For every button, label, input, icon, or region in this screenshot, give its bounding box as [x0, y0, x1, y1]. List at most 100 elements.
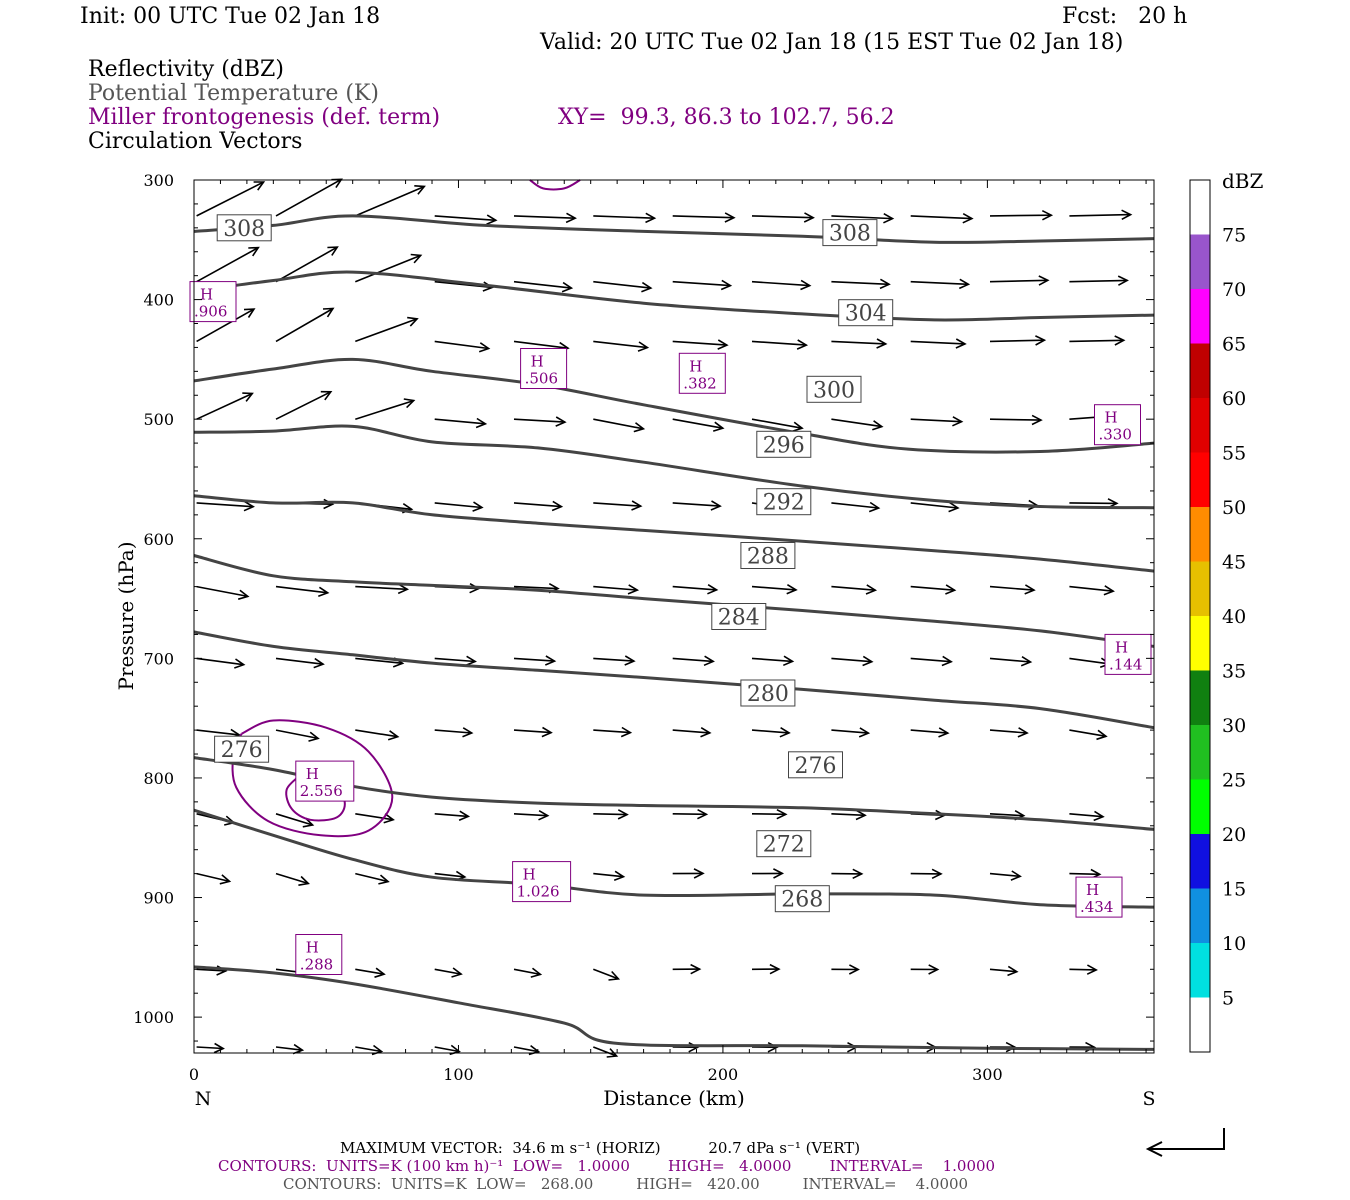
vector-head [800, 279, 812, 291]
vector-shaft [513, 1046, 539, 1053]
vector-shaft [434, 1046, 460, 1053]
vector-head [451, 967, 463, 978]
high-marker-value: .506 [525, 370, 558, 388]
vector-head [1024, 584, 1036, 595]
high-marker-box [1094, 404, 1141, 446]
vector-shaft [1069, 502, 1117, 505]
colorbar-swatch [1190, 779, 1210, 834]
theta-label: 288 [747, 545, 789, 570]
theta-label: 276 [795, 754, 837, 779]
vector-shaft [910, 502, 958, 509]
vector-head [724, 212, 736, 223]
vector-shaft [831, 585, 876, 591]
vector-head [769, 963, 781, 975]
theta-label-box [756, 488, 812, 516]
vector-head [637, 341, 650, 352]
vector-shaft [831, 657, 872, 663]
vector-head [1031, 414, 1043, 426]
reference-vector-icon [1145, 1128, 1225, 1157]
vector-shaft [593, 729, 631, 734]
valid-time: Valid: 20 UTC Tue 02 Jan 18 (15 EST Tue … [540, 30, 1124, 55]
vector-shaft [1069, 968, 1097, 971]
colorbar-swatch [1190, 725, 1210, 780]
vector-shaft [355, 254, 421, 283]
vector-shaft [593, 1046, 617, 1057]
vector-head [551, 500, 564, 512]
vector-head [608, 970, 621, 981]
high-marker-value: 1.026 [517, 883, 560, 901]
theta-contour-info: CONTOURS: UNITS=K LOW= 268.00 HIGH= 420.… [283, 1175, 969, 1193]
vector-head [941, 655, 953, 667]
vector-head [248, 246, 260, 257]
theta-contour-276 [193, 808, 1155, 909]
vector-shaft [672, 340, 727, 346]
y-tick-label: 700 [143, 649, 174, 668]
high-marker-value: .434 [1080, 898, 1113, 916]
vector-head [465, 655, 477, 667]
y-axis-label: Pressure (hPa) [114, 542, 138, 691]
vector-shaft [355, 729, 398, 738]
y-tick-label: 400 [143, 291, 174, 310]
vector-head [1117, 275, 1129, 286]
high-marker-letter: H [306, 765, 319, 783]
colorbar-swatch [1190, 343, 1210, 398]
vector-shaft [355, 872, 389, 883]
circulation-vectors [196, 178, 1133, 1058]
vector-shaft [831, 729, 869, 734]
colorbar-label: 45 [1222, 552, 1246, 574]
vector-head [242, 392, 254, 402]
vector-head [374, 967, 386, 978]
high-marker-box [189, 281, 237, 323]
vector-shaft [275, 1046, 303, 1051]
vector-shaft [672, 280, 731, 287]
vector-head [403, 398, 416, 409]
field-circulation-vectors: Circulation Vectors [88, 129, 303, 154]
vector-head [1103, 585, 1115, 596]
theta-label: 268 [781, 888, 823, 913]
vector-shaft [831, 215, 893, 220]
colorbar-swatch [1190, 616, 1210, 671]
vector-head [308, 731, 320, 742]
vector-head [865, 584, 878, 595]
theta-label: 276 [221, 738, 263, 763]
high-marker-letter: H [1086, 881, 1099, 899]
vector-shaft [434, 813, 469, 818]
theta-contour-272 [193, 965, 1155, 1051]
vector-shaft [275, 391, 332, 420]
colorbar-swatch [1190, 180, 1210, 235]
vector-shaft [989, 657, 1031, 663]
vector-shaft [751, 418, 803, 429]
vector-shaft [910, 340, 966, 345]
frontogenesis-contour [231, 719, 394, 838]
y-tick-label: 1000 [133, 1008, 174, 1027]
vector-head [717, 339, 729, 350]
vector-head [862, 655, 874, 667]
vector-head [872, 420, 884, 431]
vector-shaft [275, 178, 342, 217]
theta-label-box [838, 299, 894, 327]
contour-labels: 308 308 304 300 296 292 288 284 280 276 276 272 268 H… [189, 214, 1152, 975]
south-label: S [1142, 1088, 1155, 1110]
theta-label-box [740, 679, 796, 707]
vector-shaft [672, 215, 734, 219]
colorbar-swatch [1190, 888, 1210, 943]
vector-shaft [1069, 339, 1124, 343]
vector-shaft [434, 872, 465, 878]
vector-shaft [275, 657, 324, 665]
vector-head [378, 874, 390, 885]
theta-label-box [756, 430, 812, 458]
high-marker-box [520, 348, 568, 389]
vector-shaft [672, 813, 707, 816]
vector-head [313, 657, 325, 669]
vector-head [697, 808, 709, 820]
vector-shaft [751, 729, 790, 734]
colorbar-swatch [1190, 834, 1210, 889]
theta-label: 296 [763, 433, 805, 458]
vector-shaft [513, 340, 569, 349]
vector-shaft [989, 279, 1048, 283]
vector-head [302, 817, 315, 828]
vector-shaft [910, 280, 969, 286]
colorbar-label: 40 [1222, 606, 1246, 628]
vector-shaft [196, 502, 254, 508]
vector-shaft [513, 585, 559, 590]
